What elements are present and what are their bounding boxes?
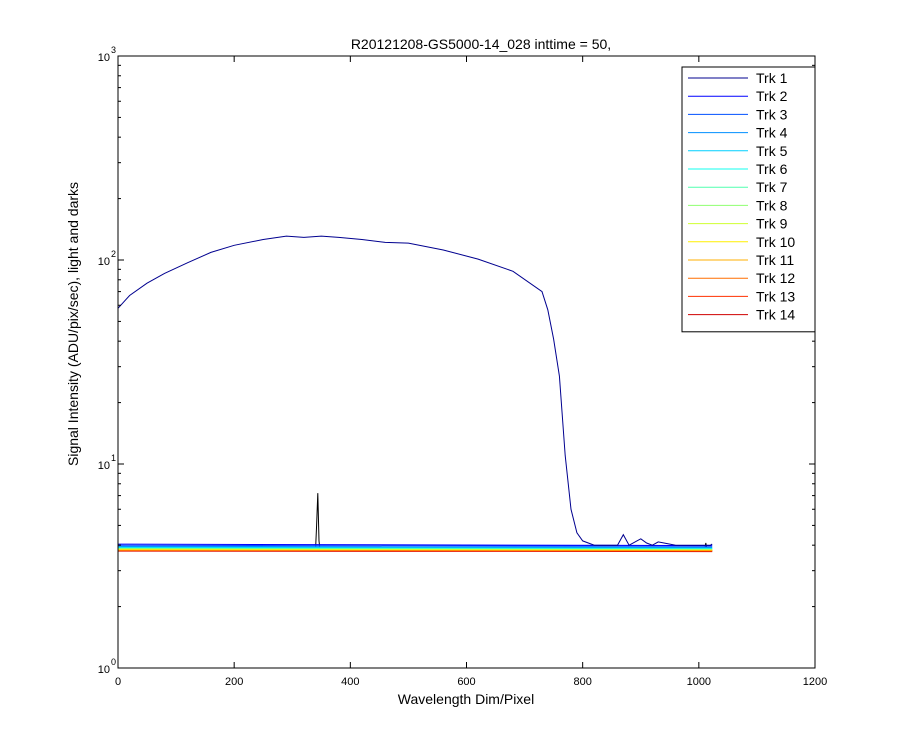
y-tick-label: 10 bbox=[98, 52, 110, 64]
y-tick-label: 10 bbox=[98, 256, 110, 268]
x-tick-label: 800 bbox=[573, 676, 591, 688]
x-axis-label: Wavelength Dim/Pixel bbox=[398, 691, 534, 707]
series-line-trk-5 bbox=[117, 546, 713, 549]
series-line-trk-3 bbox=[117, 544, 713, 547]
legend-entry: Trk 13 bbox=[756, 288, 795, 304]
legend-entry: Trk 3 bbox=[756, 106, 788, 122]
x-tick-label: 600 bbox=[457, 676, 475, 688]
chart-title: R20121208-GS5000-14_028 inttime = 50, bbox=[351, 36, 611, 52]
series-line-trk-4 bbox=[117, 545, 713, 548]
legend-entry: Trk 2 bbox=[756, 88, 788, 104]
x-axis: 0 200 400 600 800 1000 1200 bbox=[115, 56, 827, 688]
legend-entry: Trk 4 bbox=[756, 125, 788, 141]
legend: Trk 1 Trk 2 Trk 3 Trk 4 Trk 5 Trk 6 Trk 7 Trk 8… bbox=[681, 66, 816, 333]
legend-entry: Trk 8 bbox=[756, 197, 788, 213]
y-tick-label: 10 bbox=[98, 460, 110, 472]
y-tick-exponent: 1 bbox=[111, 453, 116, 463]
y-tick-exponent: 0 bbox=[111, 657, 116, 667]
legend-entry: Trk 6 bbox=[756, 161, 788, 177]
series-line-trk-1 bbox=[117, 235, 713, 546]
y-tick-exponent: 3 bbox=[111, 45, 116, 55]
legend-entry: Trk 10 bbox=[756, 234, 795, 250]
x-tick-label: 0 bbox=[115, 676, 121, 688]
legend-entry: Trk 7 bbox=[756, 179, 788, 195]
legend-entry: Trk 11 bbox=[756, 252, 794, 268]
legend-entry: Trk 14 bbox=[756, 307, 795, 323]
legend-entry: Trk 12 bbox=[756, 270, 795, 286]
x-tick-label: 1000 bbox=[687, 676, 711, 688]
legend-entry: Trk 1 bbox=[756, 70, 788, 86]
y-tick-label: 10 bbox=[98, 664, 110, 676]
legend-entry: Trk 9 bbox=[756, 216, 788, 232]
y-axis-label: Signal Intensity (ADU/pix/sec), light an… bbox=[65, 182, 81, 466]
legend-entry: Trk 5 bbox=[756, 143, 788, 159]
x-tick-label: 400 bbox=[341, 676, 359, 688]
series-layer bbox=[117, 235, 713, 553]
legend-box bbox=[681, 66, 816, 333]
x-tick-label: 200 bbox=[225, 676, 243, 688]
y-tick-exponent: 2 bbox=[111, 249, 116, 259]
x-tick-label: 1200 bbox=[803, 676, 827, 688]
